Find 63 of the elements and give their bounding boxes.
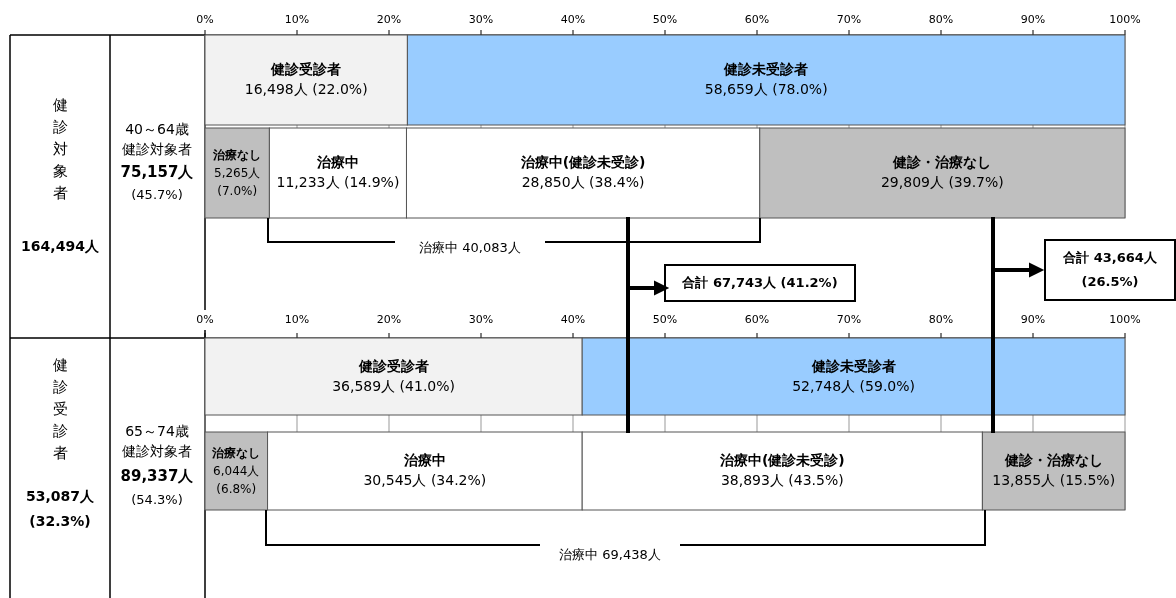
series-label: 健診受診者: [270, 61, 342, 77]
x-tick-label: 50%: [652, 313, 678, 326]
x-tick-label: 30%: [468, 313, 494, 326]
x-tick-label: 40%: [560, 313, 586, 326]
x-tick-label: 10%: [284, 13, 310, 26]
series-label: 治療中(健診未受診): [519, 154, 646, 170]
text: 89,337人: [120, 466, 195, 485]
series-label: 治療中: [315, 154, 359, 170]
text: (32.3%): [29, 513, 91, 529]
x-tick-label: 50%: [652, 13, 678, 26]
data-label: 16,498人 (22.0%): [244, 81, 368, 97]
data-label: 5,265人 (7.0%): [214, 165, 261, 198]
data-label: 13,855人 (15.5%): [992, 472, 1116, 488]
text: 健診対象者: [52, 95, 68, 202]
x-tick-label: 80%: [928, 13, 954, 26]
x-tick-label: 10%: [284, 313, 310, 326]
text: 合計 67,743人 (41.2%): [681, 274, 838, 290]
text: 65～74歳: [125, 423, 189, 439]
text: 40～64歳: [125, 121, 189, 137]
x-tick-label: 0%: [196, 313, 214, 326]
data-label: 38,893人 (43.5%): [720, 472, 844, 488]
x-tick-label: 30%: [468, 13, 494, 26]
data-label: 11,233人 (14.9%): [276, 174, 400, 190]
x-tick-label: 70%: [836, 313, 862, 326]
x-tick-label: 100%: [1109, 313, 1141, 326]
x-tick-label: 90%: [1020, 13, 1046, 26]
text: 75,157人: [120, 162, 195, 181]
text: 健診対象者: [122, 443, 192, 459]
x-tick-label: 100%: [1109, 13, 1141, 26]
text: 53,087人: [25, 488, 96, 504]
text: 健診対象者: [122, 141, 192, 157]
series-label: 健診・治療なし: [892, 154, 992, 170]
x-tick-label: 0%: [196, 13, 214, 26]
text: 治療中 40,083人: [419, 239, 521, 255]
data-label: 6,044人 (6.8%): [213, 463, 260, 496]
x-tick-label: 60%: [744, 13, 770, 26]
text: (45.7%): [131, 186, 183, 202]
x-tick-label: 40%: [560, 13, 586, 26]
data-label: 52,748人 (59.0%): [792, 377, 916, 394]
data-label: 29,809人 (39.7%): [880, 174, 1004, 190]
text: (54.3%): [131, 491, 183, 507]
series-label: 健診未受診者: [810, 357, 896, 374]
x-tick-label: 20%: [376, 313, 402, 326]
x-tick-label: 60%: [744, 313, 770, 326]
x-tick-label: 90%: [1020, 313, 1046, 326]
data-label: 58,659人 (78.0%): [704, 81, 828, 97]
series-label: 健診未受診者: [723, 61, 809, 77]
x-tick-label: 70%: [836, 13, 862, 26]
x-tick-label: 20%: [376, 13, 402, 26]
data-label: 28,850人 (38.4%): [521, 174, 645, 190]
x-tick-label: 80%: [928, 313, 954, 326]
text: 合計 43,664人 (26.5%): [1062, 249, 1158, 289]
text: 健診受診者: [52, 355, 68, 462]
text: 治療中 69,438人: [559, 546, 661, 562]
text: 164,494人: [21, 238, 100, 254]
series-label: 治療中: [402, 452, 446, 468]
series-label: 治療中(健診未受診): [718, 452, 845, 468]
data-label: 30,545人 (34.2%): [363, 472, 487, 488]
series-label: 治療なし: [212, 147, 262, 162]
series-label: 健診・治療なし: [1003, 452, 1103, 468]
data-label: 36,589人 (41.0%): [332, 377, 456, 394]
series-label: 治療なし: [211, 445, 261, 460]
series-label: 健診受診者: [357, 357, 429, 374]
